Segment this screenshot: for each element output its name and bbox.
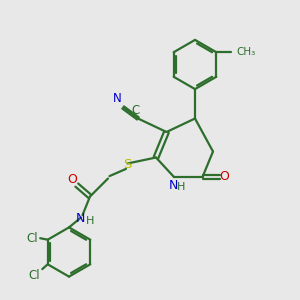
Text: O: O [67, 173, 77, 186]
Text: C: C [131, 104, 140, 118]
Text: Cl: Cl [26, 232, 38, 245]
Text: O: O [219, 170, 229, 184]
Text: N: N [113, 92, 122, 106]
Text: CH₃: CH₃ [236, 47, 256, 57]
Text: N: N [76, 212, 85, 226]
Text: N: N [169, 179, 178, 192]
Text: H: H [176, 182, 185, 193]
Text: Cl: Cl [29, 269, 40, 282]
Text: S: S [123, 158, 131, 171]
Text: H: H [86, 216, 94, 226]
